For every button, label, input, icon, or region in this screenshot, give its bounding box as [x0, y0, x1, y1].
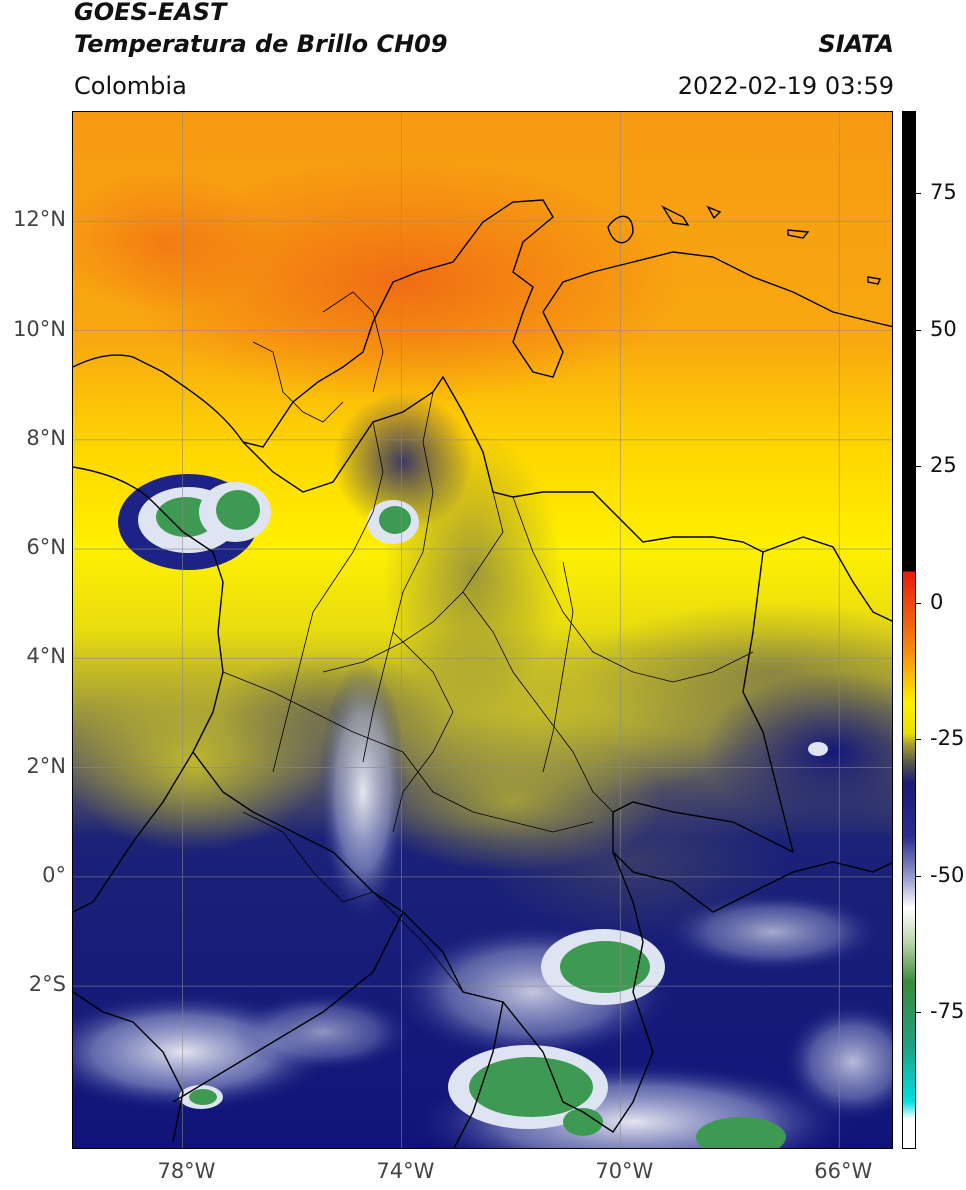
- olive-band: [363, 732, 663, 872]
- colorbar-tick-label: -50: [930, 862, 965, 887]
- department-border: [362, 391, 434, 763]
- lat-tick-label: 2°S: [28, 972, 66, 997]
- lat-tick-label: 2°N: [26, 753, 66, 778]
- island: [787, 229, 810, 239]
- colorbar-tick-label: 50: [930, 316, 957, 341]
- lon-tick-label: 74°W: [376, 1159, 435, 1183]
- lat-tick-label: 4°N: [26, 644, 66, 669]
- agency-label: SIATA: [818, 30, 894, 58]
- colorbar-tick-mark: [916, 875, 921, 877]
- cloud-streak: [318, 662, 408, 922]
- cloud-cluster: [703, 672, 892, 832]
- convective-core: [696, 1117, 786, 1148]
- colorbar-canvas: [903, 112, 915, 1148]
- cloud-streak: [663, 892, 883, 972]
- convective-core: [216, 490, 260, 530]
- colorbar-tick-label: -75: [930, 999, 965, 1024]
- colorbar-tick-mark: [916, 466, 921, 468]
- colorbar-tick-mark: [916, 192, 921, 194]
- colorbar-tick-mark: [916, 1012, 921, 1014]
- lon-tick-label: 66°W: [814, 1159, 873, 1183]
- lat-tick-label: 0°: [42, 862, 66, 887]
- department-border: [332, 851, 464, 993]
- country-border: [172, 911, 404, 1103]
- department-border: [402, 751, 594, 833]
- colorbar-tick-label: 0: [930, 589, 944, 614]
- satellite-map: [72, 111, 893, 1149]
- lon-tick-label: 70°W: [595, 1159, 654, 1183]
- department-border: [322, 491, 504, 673]
- cloud-cluster: [333, 392, 473, 532]
- colorbar-tick-label: 75: [930, 179, 957, 204]
- region-label: Colombia: [74, 72, 187, 100]
- lat-tick-label: 10°N: [13, 316, 66, 341]
- colorbar-gradient: [903, 112, 915, 1148]
- country-border: [612, 851, 892, 913]
- convective-cell: [808, 742, 828, 756]
- department-border: [242, 811, 374, 903]
- lat-tick-label: 12°N: [13, 207, 66, 232]
- lat-tick-label: 6°N: [26, 535, 66, 560]
- boundaries: [73, 199, 892, 1148]
- convective-core: [560, 941, 650, 993]
- lat-tick-label: 8°N: [26, 425, 66, 450]
- department-border: [542, 561, 574, 773]
- warm-area: [73, 172, 273, 312]
- datetime-label: 2022-02-19 03:59: [677, 72, 894, 100]
- island: [706, 205, 722, 220]
- colorbar: [902, 111, 916, 1149]
- department-border: [322, 291, 384, 393]
- department-border: [392, 631, 454, 833]
- coastline: [73, 199, 892, 448]
- colorbar-tick-mark: [916, 602, 921, 604]
- colorbar-tick-label: -25: [930, 726, 965, 751]
- department-border: [252, 341, 344, 423]
- cloud-streak: [783, 1002, 892, 1122]
- lon-tick-label: 78°W: [157, 1159, 216, 1183]
- convective-core: [189, 1089, 217, 1105]
- country-border: [762, 536, 892, 622]
- convective-core: [379, 506, 411, 534]
- colorbar-tick-label: 25: [930, 453, 957, 478]
- department-border: [462, 591, 614, 813]
- coastline: [73, 466, 224, 913]
- island: [867, 276, 881, 285]
- department-border: [512, 496, 754, 683]
- coastline: [73, 991, 184, 1143]
- cloud-streak: [233, 992, 413, 1072]
- gridlines: [73, 112, 892, 1148]
- island: [661, 205, 690, 226]
- title-line-2: Temperatura de Brillo CH09: [74, 30, 448, 58]
- map-canvas: [73, 112, 892, 1148]
- department-border: [222, 671, 404, 753]
- colorbar-tick-mark: [916, 739, 921, 741]
- colorbar-tick-mark: [916, 329, 921, 331]
- department-border: [272, 421, 384, 773]
- coastline: [607, 215, 634, 244]
- title-line-1: GOES-EAST: [74, 0, 227, 26]
- convective-core: [469, 1057, 593, 1117]
- country-border: [192, 375, 795, 1133]
- country-border: [453, 1001, 504, 1148]
- convective-core: [563, 1108, 603, 1136]
